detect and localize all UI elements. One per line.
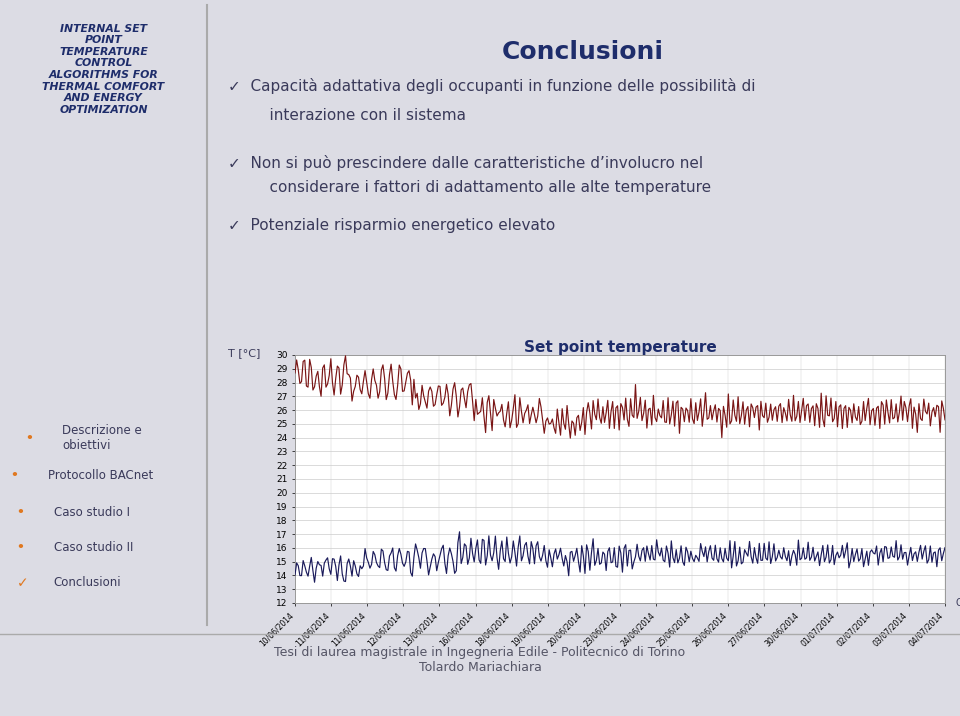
Text: ✓  Potenziale risparmio energetico elevato: ✓ Potenziale risparmio energetico elevat… (228, 218, 555, 233)
Text: Protocollo BACnet: Protocollo BACnet (48, 469, 153, 483)
Text: Conclusioni: Conclusioni (54, 576, 122, 589)
Text: ✓  Capacità adattativa degli occupanti in funzione delle possibilità di: ✓ Capacità adattativa degli occupanti in… (228, 78, 756, 94)
Text: Descrizione e
obiettivi: Descrizione e obiettivi (62, 425, 142, 453)
Text: T [°C]: T [°C] (228, 348, 260, 358)
Text: ✓  Non si può prescindere dalle caratteristiche d’involucro nel: ✓ Non si può prescindere dalle caratteri… (228, 155, 703, 171)
Text: INTERNAL SET
POINT
TEMPERATURE
CONTROL
ALGORITHMS FOR
THERMAL COMFORT
AND ENERGY: INTERNAL SET POINT TEMPERATURE CONTROL A… (42, 24, 164, 115)
Text: •: • (11, 469, 18, 483)
Text: interazione con il sistema: interazione con il sistema (250, 108, 466, 123)
Text: Caso studio I: Caso studio I (54, 505, 130, 518)
Text: considerare i fattori di adattamento alle alte temperature: considerare i fattori di adattamento all… (250, 180, 711, 195)
Text: Set point temperature: Set point temperature (523, 340, 716, 355)
Text: •: • (16, 505, 24, 518)
Text: Conclusioni: Conclusioni (501, 40, 663, 64)
Text: Tesi di laurea magistrale in Ingegneria Edile - Politecnico di Torino
Tolardo Ma: Tesi di laurea magistrale in Ingegneria … (275, 646, 685, 674)
Text: Caso studio II: Caso studio II (54, 541, 133, 554)
Text: •: • (16, 541, 24, 554)
Text: Occupied
time: Occupied time (955, 598, 960, 619)
Text: ✓: ✓ (16, 576, 28, 590)
Text: •: • (25, 432, 33, 445)
